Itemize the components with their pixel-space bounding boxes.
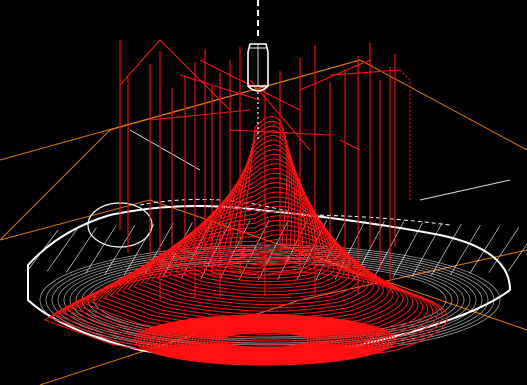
end-mill-tool-icon[interactable] — [247, 0, 269, 140]
stock-bounding-grid — [0, 59, 527, 385]
toolpath-lines — [43, 39, 448, 366]
part-surface-mesh — [27, 198, 527, 360]
